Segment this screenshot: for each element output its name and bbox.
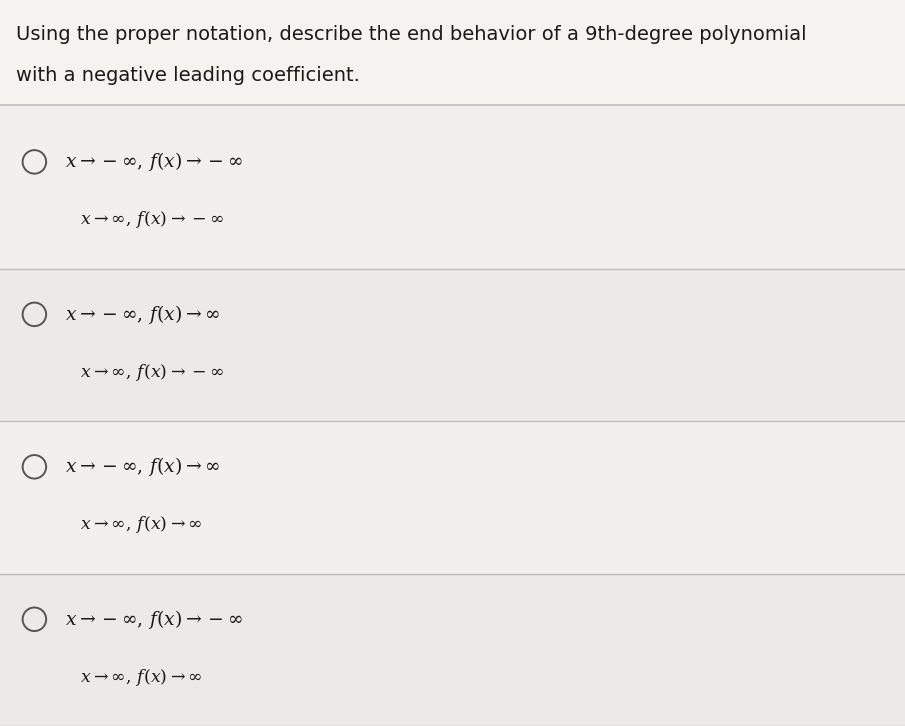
- Text: $x\rightarrow-\infty,\, f(x)\rightarrow-\infty$: $x\rightarrow-\infty,\, f(x)\rightarrow-…: [65, 608, 243, 631]
- Text: with a negative leading coefficient.: with a negative leading coefficient.: [16, 66, 360, 85]
- FancyBboxPatch shape: [0, 0, 905, 105]
- Text: $x\rightarrow\infty,\, f(x)\rightarrow\infty$: $x\rightarrow\infty,\, f(x)\rightarrow\i…: [80, 666, 202, 688]
- Text: $x\rightarrow\infty,\, f(x)\rightarrow-\infty$: $x\rightarrow\infty,\, f(x)\rightarrow-\…: [80, 209, 224, 230]
- FancyBboxPatch shape: [0, 269, 905, 421]
- Text: $x\rightarrow\infty,\, f(x)\rightarrow\infty$: $x\rightarrow\infty,\, f(x)\rightarrow\i…: [80, 514, 202, 535]
- FancyBboxPatch shape: [0, 574, 905, 726]
- Text: $x\rightarrow-\infty,\, f(x)\rightarrow-\infty$: $x\rightarrow-\infty,\, f(x)\rightarrow-…: [65, 150, 243, 174]
- Text: $x\rightarrow-\infty,\, f(x)\rightarrow\infty$: $x\rightarrow-\infty,\, f(x)\rightarrow\…: [65, 303, 220, 326]
- FancyBboxPatch shape: [0, 421, 905, 574]
- Text: Using the proper notation, describe the end behavior of a 9th-degree polynomial: Using the proper notation, describe the …: [16, 25, 807, 44]
- FancyBboxPatch shape: [0, 116, 905, 269]
- Text: $x\rightarrow-\infty,\, f(x)\rightarrow\infty$: $x\rightarrow-\infty,\, f(x)\rightarrow\…: [65, 455, 220, 478]
- Text: $x\rightarrow\infty,\, f(x)\rightarrow-\infty$: $x\rightarrow\infty,\, f(x)\rightarrow-\…: [80, 362, 224, 383]
